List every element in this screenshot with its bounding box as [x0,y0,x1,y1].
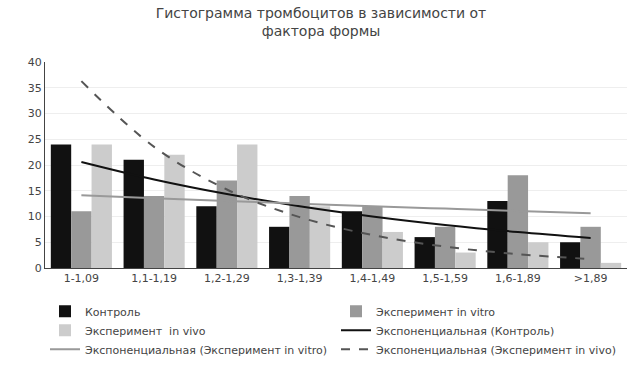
svg-text:Экспоненциальная (Контроль): Экспоненциальная (Контроль) [376,325,554,338]
svg-text:Экспоненциальная (Эксперимент: Экспоненциальная (Эксперимент in vivo) [376,344,616,357]
svg-text:15: 15 [28,185,42,198]
svg-text:Эксперимент in vitro: Эксперимент in vitro [376,306,495,319]
svg-text:1,3-1,39: 1,3-1,39 [277,272,323,285]
svg-text:35: 35 [28,82,42,95]
svg-text:5: 5 [35,236,42,249]
svg-text:40: 40 [28,56,42,69]
svg-text:20: 20 [28,159,42,172]
svg-text:Экспоненциальная (Эксперимент: Экспоненциальная (Эксперимент in vitro) [85,344,327,357]
svg-text:25: 25 [28,133,42,146]
svg-text:1,4-1,49: 1,4-1,49 [349,272,395,285]
svg-text:Гистограмма тромбоцитов в зави: Гистограмма тромбоцитов в зависимости от… [156,5,487,39]
svg-text:1,2-1,29: 1,2-1,29 [204,272,250,285]
svg-text:Эксперимент in vivo: Эксперимент in vivo [85,325,206,338]
svg-text:1,5-1,59: 1,5-1,59 [422,272,468,285]
svg-text:1-1,09: 1-1,09 [64,272,99,285]
svg-text:1,1-1,19: 1,1-1,19 [131,272,177,285]
svg-text:30: 30 [28,107,42,120]
svg-text:1,6-1,89: 1,6-1,89 [495,272,541,285]
svg-text:Контроль: Контроль [85,306,140,319]
svg-text:>1,89: >1,89 [574,272,608,285]
svg-text:0: 0 [35,262,42,275]
svg-text:10: 10 [28,210,42,223]
